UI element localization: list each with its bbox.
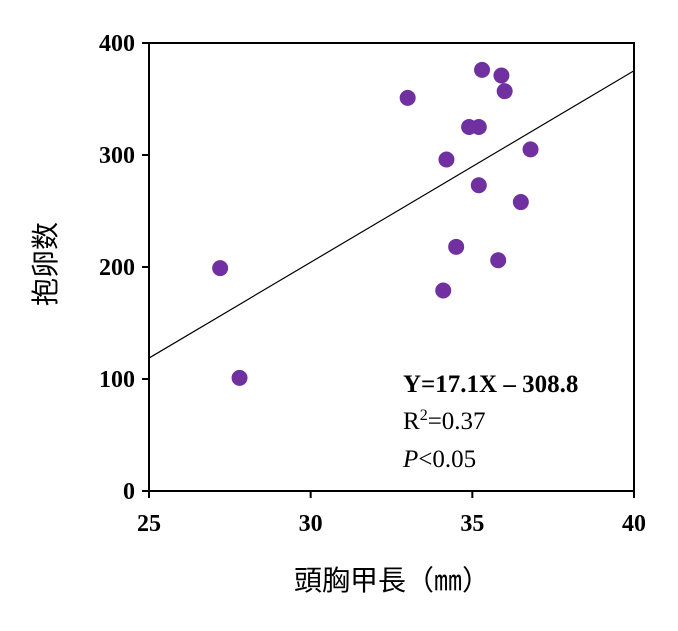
p-value-label: P<0.05 <box>402 446 476 473</box>
y-tick-label: 100 <box>99 367 135 393</box>
r-squared-superscript: 2 <box>420 407 428 424</box>
data-point <box>493 67 510 84</box>
data-point <box>496 83 513 100</box>
r-squared-label: R2=0.37 <box>403 407 486 435</box>
data-point <box>399 89 416 106</box>
y-tick-label: 300 <box>99 143 135 169</box>
data-point <box>470 177 487 194</box>
x-tick-label: 35 <box>460 511 484 537</box>
plot-area <box>148 42 635 492</box>
y-axis-title: 抱卵数 <box>29 222 62 306</box>
y-tick-label: 200 <box>99 255 135 281</box>
y-tick-label: 0 <box>123 479 135 505</box>
x-tick-label: 25 <box>137 511 161 537</box>
x-tick-label: 40 <box>622 511 646 537</box>
r-squared-letter: R <box>403 408 420 435</box>
data-point <box>522 141 539 158</box>
data-point <box>474 61 491 78</box>
data-point <box>490 252 507 269</box>
trendline <box>148 70 635 359</box>
y-axis-ticks: 0 100 200 300 400 <box>99 31 149 505</box>
data-point <box>438 151 455 168</box>
data-points <box>212 61 539 386</box>
data-point <box>231 369 248 386</box>
x-tick-label: 30 <box>299 511 323 537</box>
x-axis-title: 頭胸甲長（㎜） <box>294 564 490 597</box>
data-point <box>470 119 487 135</box>
p-value-threshold: <0.05 <box>418 446 476 473</box>
stats-annotation: Y=17.1X – 308.8 R2=0.37 P<0.05 <box>402 371 578 473</box>
data-point <box>435 282 452 299</box>
data-point <box>512 194 529 211</box>
data-point <box>212 260 229 277</box>
x-axis-ticks: 25 30 35 40 <box>137 491 646 537</box>
r-squared-value: =0.37 <box>428 408 486 435</box>
regression-equation: Y=17.1X – 308.8 <box>403 371 578 398</box>
p-value-letter: P <box>402 446 418 473</box>
data-point <box>448 238 465 255</box>
trendline-layer <box>148 70 635 359</box>
y-tick-label: 400 <box>99 31 135 57</box>
